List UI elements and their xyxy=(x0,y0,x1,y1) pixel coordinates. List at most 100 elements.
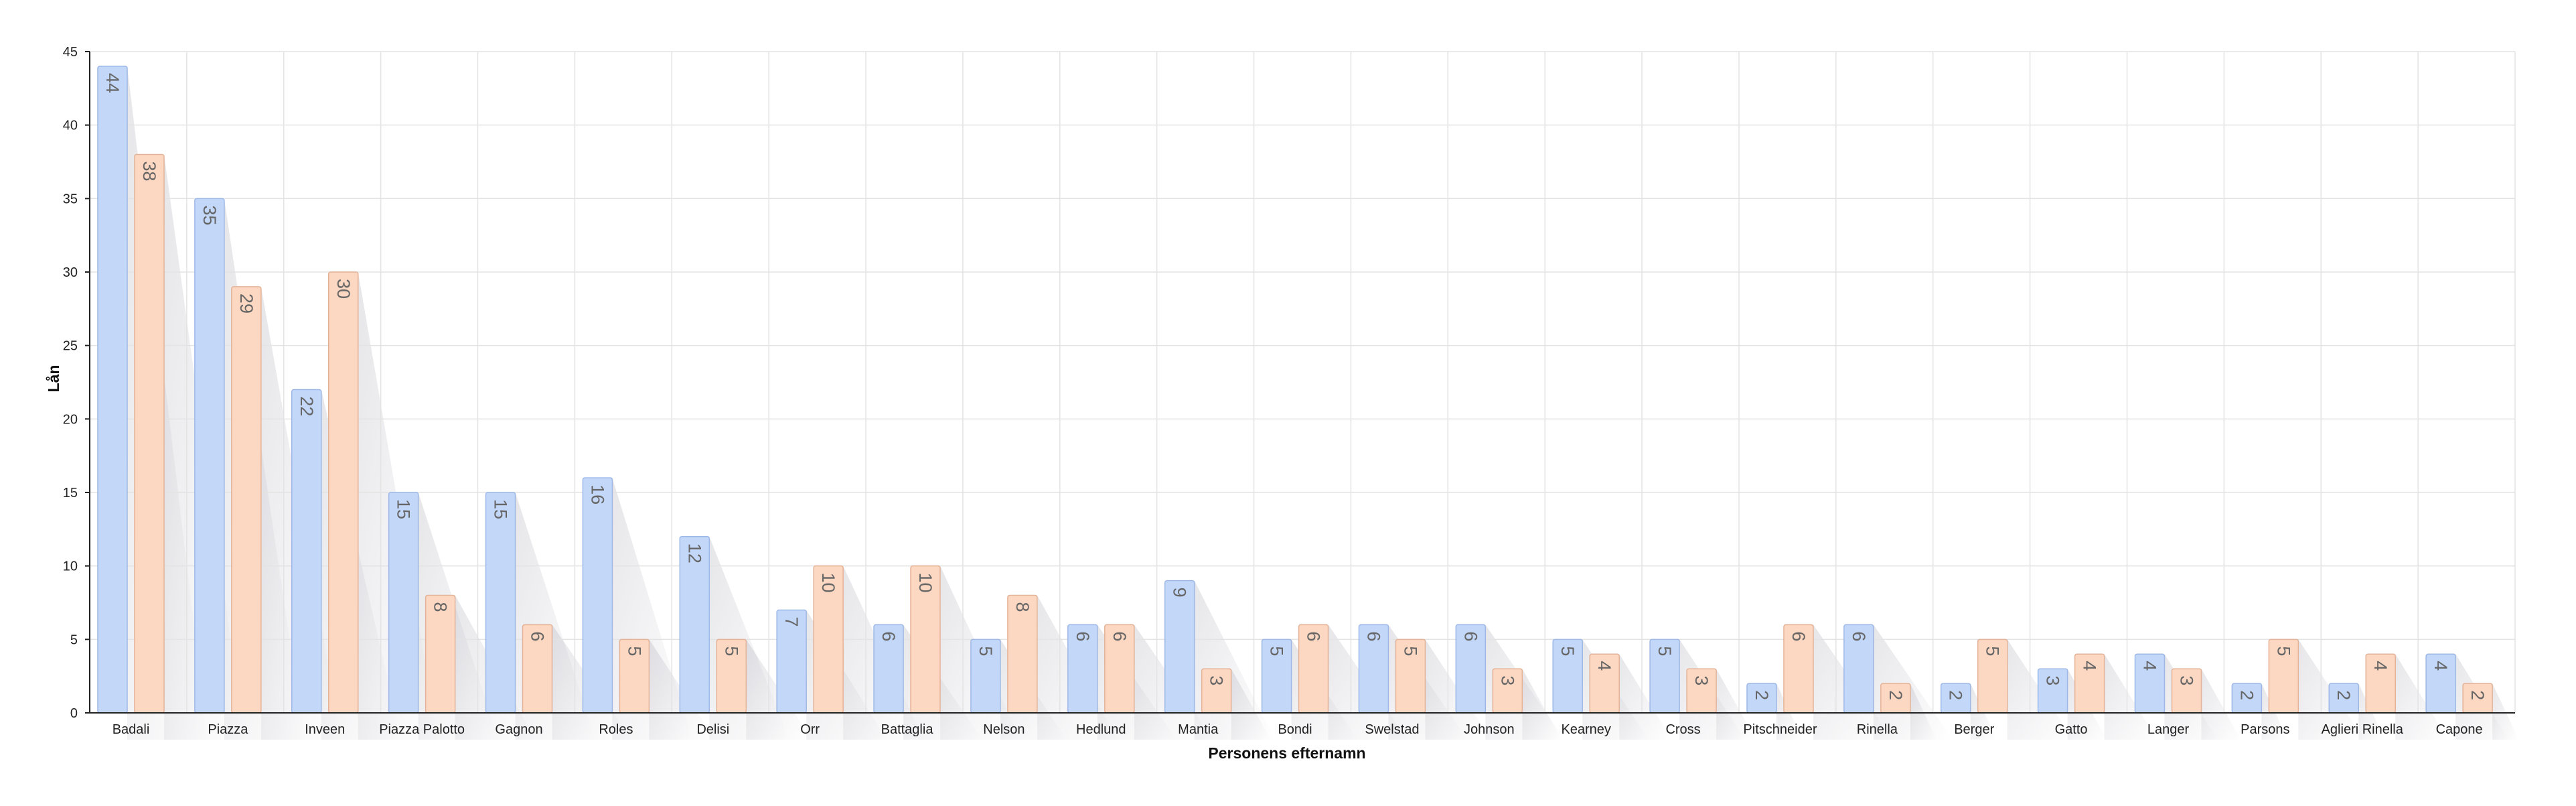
bar-value-label: 3 xyxy=(2043,675,2063,685)
bar-value-label: 2 xyxy=(2468,690,2488,700)
bar xyxy=(291,389,322,714)
bar xyxy=(134,153,165,714)
bar-value-label: 6 xyxy=(1110,631,1130,641)
bar-value-label: 4 xyxy=(2139,661,2160,671)
bar-value-label: 35 xyxy=(200,205,220,225)
bar-value-label: 4 xyxy=(2431,661,2451,671)
x-tick-label: Nelson xyxy=(983,722,1025,737)
bar-value-label: 12 xyxy=(684,543,704,563)
y-tick-label: 45 xyxy=(63,45,78,60)
bar-shadow xyxy=(1619,654,1673,740)
bar-value-label: 7 xyxy=(781,616,802,626)
bar-shadow xyxy=(2395,654,2449,740)
x-tick-label: Badali xyxy=(112,722,150,737)
bar-value-label: 22 xyxy=(297,396,317,416)
x-tick-label: Gatto xyxy=(2055,722,2088,737)
x-tick-label: Parsons xyxy=(2241,722,2289,737)
bar-value-label: 6 xyxy=(1789,631,1809,641)
x-tick-label: Hedlund xyxy=(1076,722,1126,737)
bar-shadow xyxy=(1425,639,1492,740)
x-tick-label: Swelstad xyxy=(1365,722,1419,737)
bar-value-label: 5 xyxy=(1267,646,1287,656)
x-tick-label: Langer xyxy=(2147,722,2190,737)
x-tick-label: Berger xyxy=(1954,722,1994,737)
x-tick-label: Pitschneider xyxy=(1743,722,1817,737)
bar-value-label: 10 xyxy=(818,573,838,593)
y-tick-labels: 0 5 10 15 20 25 30 35 40 45 xyxy=(63,45,78,721)
x-tick-label: Orr xyxy=(800,722,820,737)
bar xyxy=(485,492,516,714)
x-tick-label: Piazza Palotto xyxy=(379,722,465,737)
y-tick-label: 40 xyxy=(63,119,78,133)
bar-value-label: 16 xyxy=(587,484,607,505)
bar-value-label: 15 xyxy=(491,499,511,519)
x-tick-label: Battaglia xyxy=(881,722,934,737)
bar-shadow xyxy=(2492,683,2519,740)
y-axis-title: Lån xyxy=(45,365,62,393)
bar-value-label: 29 xyxy=(236,293,256,314)
x-tick-label: Delisi xyxy=(696,722,729,737)
bar-value-label: 8 xyxy=(1012,602,1033,612)
bar-value-label: 2 xyxy=(1752,690,1772,700)
x-tick-label: Aglieri Rinella xyxy=(2322,722,2404,737)
x-tick-label: Rinella xyxy=(1857,722,1898,737)
bar-value-label: 6 xyxy=(1304,631,1324,641)
bar xyxy=(388,492,419,714)
x-tick-label: Capone xyxy=(2436,722,2483,737)
bar-value-label: 5 xyxy=(2273,646,2293,656)
y-tick-label: 20 xyxy=(63,412,78,427)
bar xyxy=(582,477,613,714)
bar-shadow xyxy=(1970,683,1997,740)
bars xyxy=(97,66,2493,714)
bar-shadow xyxy=(649,639,716,740)
bar-value-label: 2 xyxy=(2334,690,2354,700)
bar-value-label: 5 xyxy=(1558,646,1578,656)
y-tick-label: 35 xyxy=(63,192,78,206)
bar-shadow xyxy=(1231,669,1271,740)
y-tick-label: 15 xyxy=(63,486,78,500)
bar-value-label: 6 xyxy=(879,631,899,641)
bar-shadow xyxy=(746,639,812,740)
bar-value-label: 38 xyxy=(139,161,159,182)
bar-value-label: 5 xyxy=(1983,646,2003,656)
bar-value-label: 3 xyxy=(2176,675,2196,685)
bar-value-label: 2 xyxy=(1946,690,1966,700)
bar-value-label: 3 xyxy=(1207,675,1227,685)
x-tick-label: Roles xyxy=(599,722,633,737)
bar-shadow xyxy=(1776,683,1803,740)
bar-value-label: 5 xyxy=(624,646,644,656)
bar-shadow xyxy=(1522,669,1562,740)
bar-shadow xyxy=(1716,669,1756,740)
bar-shadow xyxy=(2358,683,2385,740)
bar-value-label: 8 xyxy=(431,602,451,612)
bar-value-label: 10 xyxy=(915,573,935,593)
x-tick-label: Gagnon xyxy=(495,722,542,737)
bar xyxy=(194,198,225,714)
y-tick-label: 25 xyxy=(63,339,78,354)
bar-value-label: 30 xyxy=(333,279,354,299)
bar-shadow xyxy=(2455,654,2509,740)
bar-value-label: 4 xyxy=(2080,661,2100,671)
bar-value-label: 2 xyxy=(2237,690,2257,700)
bar-value-label: 5 xyxy=(1400,646,1420,656)
y-tick-label: 5 xyxy=(70,632,78,647)
bar xyxy=(1164,580,1195,714)
x-tick-label: Bondi xyxy=(1278,722,1312,737)
bar-value-label: 6 xyxy=(1073,631,1093,641)
bar xyxy=(1007,594,1038,714)
bar-value-label: 5 xyxy=(976,646,996,656)
bar-value-label: 3 xyxy=(1691,675,1712,685)
bar-value-label: 9 xyxy=(1170,588,1190,598)
bar xyxy=(328,271,359,714)
y-tick-label: 30 xyxy=(63,265,78,280)
bar-value-label: 4 xyxy=(2370,661,2391,671)
bar-value-label: 5 xyxy=(721,646,741,656)
x-tick-label: Piazza xyxy=(208,722,248,737)
x-tick-label: Cross xyxy=(1665,722,1700,737)
bar xyxy=(97,66,128,714)
x-tick-label: Johnson xyxy=(1464,722,1515,737)
x-tick-label: Kearney xyxy=(1561,722,1611,737)
